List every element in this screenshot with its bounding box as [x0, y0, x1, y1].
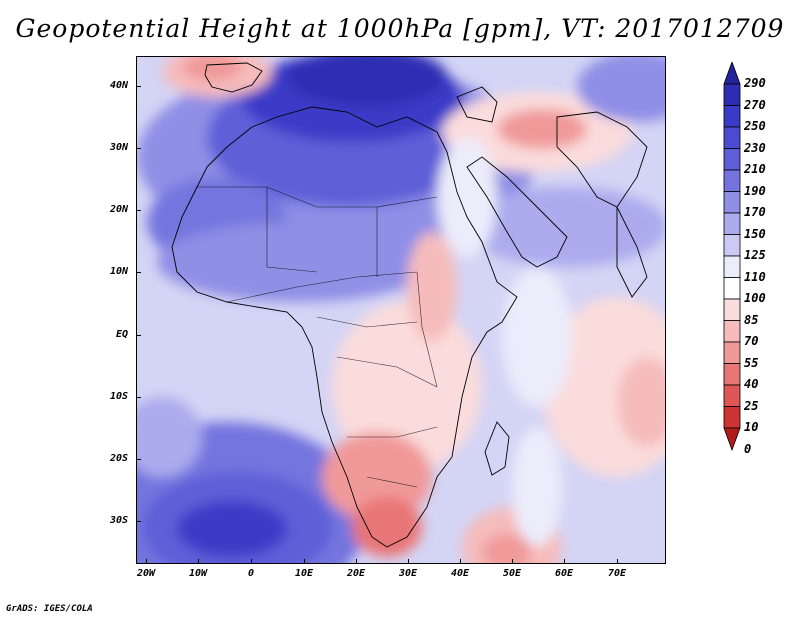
colorbar-segment — [723, 148, 741, 171]
lon-label: 30E — [398, 568, 418, 579]
colorbar-level-label: 10 — [744, 420, 759, 434]
lon-tick — [198, 559, 199, 564]
lon-tick — [356, 559, 357, 564]
lon-label: 70E — [607, 568, 627, 579]
lat-tick — [136, 521, 141, 522]
colorbar-level-label: 170 — [744, 205, 766, 219]
colorbar-segment — [723, 406, 741, 429]
geopotential-field-map — [137, 57, 665, 563]
lon-tick — [146, 559, 147, 564]
colorbar-level-label: 190 — [744, 183, 766, 198]
colorbar-level-label: 0 — [744, 441, 752, 456]
colorbar-level-label: 210 — [744, 162, 766, 176]
colorbar-segment — [723, 169, 741, 192]
lon-label: 20E — [346, 568, 366, 579]
colorbar-segment — [723, 212, 741, 235]
colorbar-segment — [723, 105, 741, 128]
colorbar-segment — [723, 191, 741, 214]
colorbar-level-label: 290 — [744, 76, 766, 90]
colorbar-level-label: 40 — [744, 377, 759, 391]
lon-label: 20W — [136, 568, 156, 579]
lon-label: 40E — [450, 568, 470, 579]
country-borders — [197, 186, 438, 488]
colorbar-segment — [723, 234, 741, 257]
lon-label: 10E — [294, 568, 314, 579]
colorbar-segment — [723, 255, 741, 278]
lon-label: 50E — [502, 568, 522, 579]
colorbar-bottom-arrow — [723, 427, 741, 452]
colorbar-level-label: 25 — [744, 398, 759, 413]
colorbar-top-arrow — [723, 62, 741, 85]
footer-credit: GrADS: IGES/COLA — [6, 604, 93, 614]
lat-tick — [136, 335, 141, 336]
colorbar-segment — [723, 384, 741, 407]
lat-label: 20N — [109, 204, 128, 215]
lat-tick — [136, 272, 141, 273]
lat-label: 10N — [109, 266, 128, 277]
colorbar-segment — [723, 298, 741, 321]
colorbar-segment — [723, 363, 741, 386]
lon-tick — [460, 559, 461, 564]
lat-label: EQ — [115, 329, 128, 340]
lat-tick — [136, 210, 141, 211]
colorbar-segment — [723, 341, 741, 364]
colorbar-segment — [723, 320, 741, 343]
coastlines — [171, 62, 648, 548]
lat-tick — [136, 397, 141, 398]
lon-tick — [304, 559, 305, 564]
colorbar-level-label: 55 — [744, 355, 759, 370]
lon-tick — [408, 559, 409, 564]
chart-title: Geopotential Height at 1000hPa [gpm], VT… — [15, 14, 785, 43]
colorbar-level-label: 230 — [744, 140, 766, 155]
map-plot-area — [136, 56, 666, 564]
colorbar-level-label: 70 — [744, 334, 759, 348]
colorbar-level-label: 85 — [744, 312, 759, 327]
colorbar-level-label: 270 — [744, 97, 766, 112]
lon-label: 0 — [247, 568, 255, 579]
lat-label: 30S — [109, 515, 128, 526]
colorbar-level-label: 125 — [744, 248, 766, 262]
colorbar-segment — [723, 83, 741, 106]
lat-label: 10S — [109, 391, 128, 402]
lat-tick — [136, 86, 141, 87]
colorbar-segment — [723, 277, 741, 300]
lat-tick — [136, 459, 141, 460]
lon-label: 60E — [554, 568, 574, 579]
colorbar-level-label: 110 — [744, 269, 766, 284]
colorbar-level-label: 250 — [744, 119, 766, 133]
lat-label: 20S — [109, 453, 128, 464]
lon-tick — [512, 559, 513, 564]
colorbar — [723, 62, 741, 452]
lat-tick — [136, 148, 141, 149]
lon-tick — [251, 559, 252, 564]
lon-label: 10W — [188, 568, 208, 579]
lat-label: 30N — [109, 142, 128, 153]
lon-tick — [617, 559, 618, 564]
lon-tick — [564, 559, 565, 564]
colorbar-level-label: 100 — [744, 291, 766, 305]
colorbar-level-label: 150 — [744, 226, 766, 241]
colorbar-segment — [723, 126, 741, 149]
lat-label: 40N — [109, 80, 128, 91]
